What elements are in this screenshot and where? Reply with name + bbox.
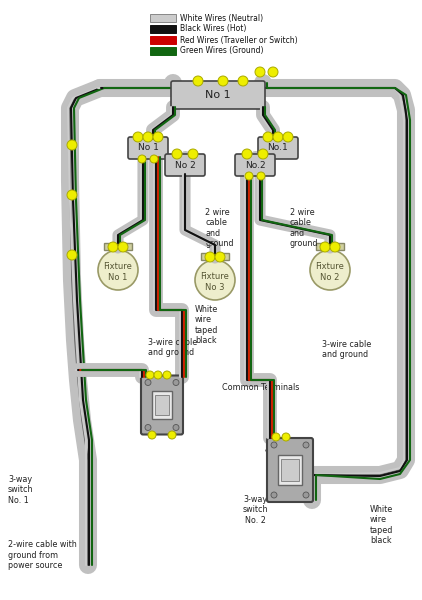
Circle shape — [255, 67, 265, 77]
Circle shape — [163, 371, 171, 379]
Text: 3-wire cable
and ground: 3-wire cable and ground — [322, 340, 371, 359]
Circle shape — [205, 252, 215, 262]
Circle shape — [154, 371, 162, 379]
Circle shape — [150, 155, 158, 163]
Circle shape — [67, 250, 77, 260]
Circle shape — [215, 252, 225, 262]
Circle shape — [143, 132, 153, 142]
Text: 3-wire cable
and ground: 3-wire cable and ground — [148, 338, 197, 358]
Circle shape — [145, 425, 151, 431]
FancyBboxPatch shape — [235, 154, 275, 176]
Circle shape — [108, 242, 118, 252]
Circle shape — [218, 76, 228, 86]
FancyBboxPatch shape — [267, 438, 313, 502]
Circle shape — [283, 132, 293, 142]
Circle shape — [320, 242, 330, 252]
Text: Black Wires (Hot): Black Wires (Hot) — [180, 25, 246, 34]
Circle shape — [272, 433, 280, 441]
Circle shape — [67, 190, 77, 200]
FancyBboxPatch shape — [128, 137, 168, 159]
Text: White
wire
taped
black: White wire taped black — [195, 305, 218, 345]
Text: No.2: No.2 — [245, 160, 265, 169]
Text: No 1: No 1 — [205, 90, 231, 100]
Bar — [150, 25, 176, 33]
Text: No 2: No 2 — [175, 160, 195, 169]
Circle shape — [268, 67, 278, 77]
Circle shape — [146, 371, 154, 379]
Text: 2 wire
cable
and
ground: 2 wire cable and ground — [205, 208, 233, 248]
Circle shape — [238, 76, 248, 86]
Circle shape — [258, 149, 268, 159]
FancyBboxPatch shape — [171, 81, 265, 109]
Text: 3-way
switch
No. 1: 3-way switch No. 1 — [8, 475, 33, 505]
Circle shape — [98, 250, 138, 290]
Text: Red Wires (Traveller or Switch): Red Wires (Traveller or Switch) — [180, 35, 298, 44]
Circle shape — [282, 433, 290, 441]
Circle shape — [173, 425, 179, 431]
Bar — [281, 459, 298, 481]
Text: White Wires (Neutral): White Wires (Neutral) — [180, 13, 263, 22]
Circle shape — [303, 492, 309, 498]
Bar — [150, 14, 176, 22]
Circle shape — [168, 431, 176, 439]
Text: Fixture
No 1: Fixture No 1 — [103, 262, 133, 281]
Bar — [316, 243, 344, 250]
FancyBboxPatch shape — [165, 154, 205, 176]
Bar — [104, 243, 132, 250]
Bar — [201, 253, 229, 260]
Text: White
wire
taped
black: White wire taped black — [370, 505, 393, 545]
Circle shape — [273, 132, 283, 142]
Text: No 1: No 1 — [138, 143, 158, 152]
Circle shape — [145, 379, 151, 385]
Text: 3-way
switch
No. 2: 3-way switch No. 2 — [242, 495, 268, 525]
Circle shape — [118, 242, 128, 252]
Circle shape — [188, 149, 198, 159]
Circle shape — [148, 431, 156, 439]
Circle shape — [257, 172, 265, 180]
Circle shape — [303, 442, 309, 448]
Text: 2-wire cable with
ground from
power source: 2-wire cable with ground from power sour… — [8, 540, 77, 570]
Circle shape — [271, 492, 277, 498]
Circle shape — [193, 76, 203, 86]
Circle shape — [330, 242, 340, 252]
Circle shape — [271, 442, 277, 448]
Circle shape — [310, 250, 350, 290]
Bar — [150, 36, 176, 44]
Text: Fixture
No 3: Fixture No 3 — [200, 272, 230, 292]
Text: Fixture
No 2: Fixture No 2 — [316, 262, 344, 281]
Bar — [151, 391, 173, 419]
Bar — [279, 455, 302, 485]
Circle shape — [245, 172, 253, 180]
Circle shape — [153, 132, 163, 142]
Text: Green Wires (Ground): Green Wires (Ground) — [180, 46, 263, 55]
Bar — [150, 47, 176, 55]
Circle shape — [195, 260, 235, 300]
FancyBboxPatch shape — [258, 137, 298, 159]
Circle shape — [172, 149, 182, 159]
Text: Common Terminals: Common Terminals — [222, 383, 299, 392]
Circle shape — [173, 379, 179, 385]
Circle shape — [138, 155, 146, 163]
Circle shape — [242, 149, 252, 159]
Circle shape — [67, 140, 77, 150]
FancyBboxPatch shape — [141, 376, 183, 434]
Circle shape — [263, 132, 273, 142]
Text: No.1: No.1 — [268, 143, 288, 152]
Bar — [154, 395, 170, 415]
Circle shape — [133, 132, 143, 142]
Text: 2 wire
cable
and
ground: 2 wire cable and ground — [290, 208, 319, 248]
